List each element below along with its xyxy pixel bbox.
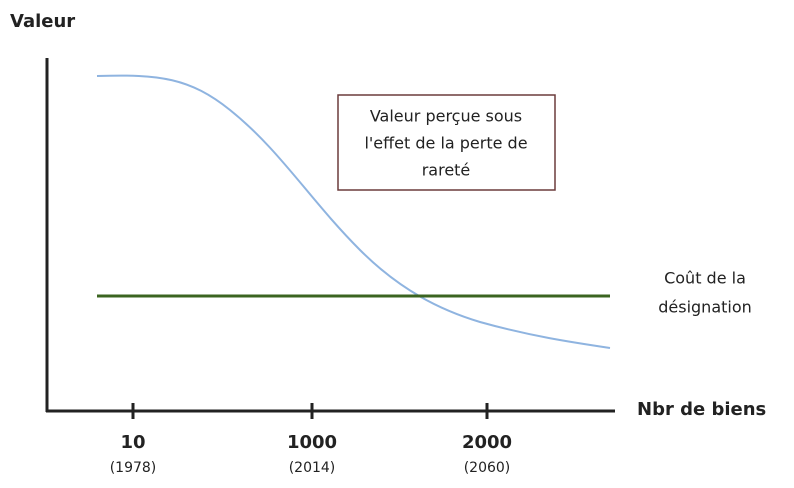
curve-box — [337, 94, 556, 191]
box-text: l'effet de la perte de — [364, 134, 527, 153]
value-curve — [96, 74, 611, 349]
x-tick-label: 2000 — [462, 432, 512, 453]
x-tick-label: 1000 — [287, 432, 337, 453]
x-ticks: 10 (1978) 1000 (2014) 2000 (2060) — [110, 403, 512, 476]
x-axis-label: Nbr de biens — [637, 399, 766, 420]
x-tick-year: (2014) — [289, 460, 336, 476]
box-text: rareté — [422, 161, 471, 180]
x-tick-label: 10 — [120, 432, 145, 453]
cost-label: Coût de la — [664, 269, 746, 288]
y-axis-label: Valeur — [10, 11, 75, 32]
box-text: Valeur perçue sous — [370, 107, 522, 126]
x-tick-year: (1978) — [110, 460, 157, 476]
cost-label: désignation — [658, 298, 752, 317]
x-tick-year: (2060) — [464, 460, 511, 476]
